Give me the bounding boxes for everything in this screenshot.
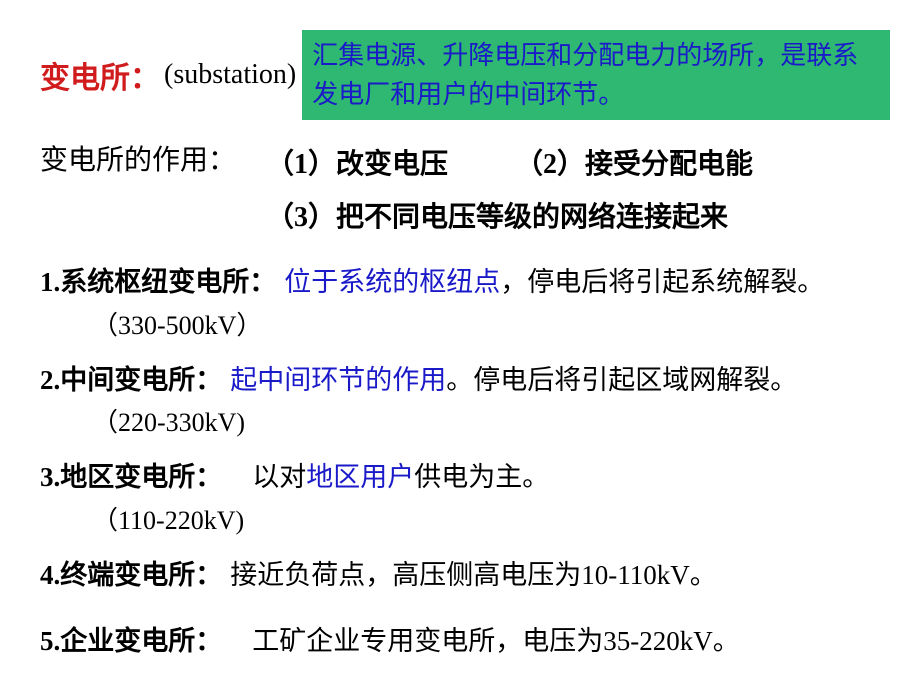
type-2-post: 。停电后将引起区域网解裂。 [446, 365, 797, 395]
type-1-row: 1. 系统枢纽变电所： 位于系统的枢纽点，停电后将引起系统解裂。 [40, 262, 900, 303]
type-4-desc: 接近负荷点，高压侧高电压为10-110kV。 [230, 555, 717, 596]
type-3-blue: 地区用户 [306, 462, 414, 492]
type-2-voltage: （220-330kV) [92, 402, 900, 439]
type-1-desc: 位于系统的枢纽点，停电后将引起系统解裂。 [284, 262, 824, 303]
type-1-blue: 位于系统的枢纽点 [284, 267, 500, 297]
functions-label: 变电所的作用： [40, 138, 236, 178]
type-2-num: 2. [40, 360, 60, 401]
type-3-voltage: （110-220kV) [92, 500, 900, 537]
type-5-name: 企业变电所： [60, 621, 222, 662]
type-4-name: 终端变电所： [60, 555, 222, 596]
function-item-2: （2）接受分配电能 [515, 149, 753, 180]
function-item-3: （3）把不同电压等级的网络连接起来 [266, 202, 728, 233]
type-3-name: 地区变电所： [60, 457, 222, 498]
title-row: 变电所 ： (substation) 汇集电源、升降电压和分配电力的场所，是联系… [40, 30, 900, 120]
type-4-block: 4. 终端变电所： 接近负荷点，高压侧高电压为10-110kV。 [40, 555, 900, 596]
type-4-num: 4. [40, 555, 60, 596]
type-2-desc: 起中间环节的作用。停电后将引起区域网解裂。 [230, 360, 797, 401]
type-2-row: 2. 中间变电所： 起中间环节的作用。停电后将引起区域网解裂。 [40, 360, 900, 401]
term-translit: (substation) [164, 59, 296, 91]
type-2-block: 2. 中间变电所： 起中间环节的作用。停电后将引起区域网解裂。 （220-330… [40, 360, 900, 440]
type-1-block: 1. 系统枢纽变电所： 位于系统的枢纽点，停电后将引起系统解裂。 （330-50… [40, 262, 900, 342]
term-text: 变电所 [40, 53, 130, 97]
slide-content: 变电所 ： (substation) 汇集电源、升降电压和分配电力的场所，是联系… [0, 0, 920, 692]
type-4-row: 4. 终端变电所： 接近负荷点，高压侧高电压为10-110kV。 [40, 555, 900, 596]
functions-items: （1）改变电压 （2）接受分配电能 （3）把不同电压等级的网络连接起来 [266, 138, 753, 244]
type-3-desc: 以对地区用户供电为主。 [252, 457, 549, 498]
type-5-block: 5. 企业变电所： 工矿企业专用变电所，电压为35-220kV。 [40, 621, 900, 662]
type-2-name: 中间变电所： [60, 360, 222, 401]
type-2-blue: 起中间环节的作用 [230, 365, 446, 395]
type-1-post: ，停电后将引起系统解裂。 [500, 267, 824, 297]
type-3-pre: 以对 [252, 462, 306, 492]
type-5-num: 5. [40, 621, 60, 662]
functions-row: 变电所的作用： （1）改变电压 （2）接受分配电能 （3）把不同电压等级的网络连… [40, 138, 900, 244]
type-3-row: 3. 地区变电所： 以对地区用户供电为主。 [40, 457, 900, 498]
definition-box: 汇集电源、升降电压和分配电力的场所，是联系发电厂和用户的中间环节。 [302, 30, 890, 120]
type-3-post: 供电为主。 [414, 462, 549, 492]
type-1-num: 1. [40, 262, 60, 303]
type-1-name: 系统枢纽变电所： [60, 262, 276, 303]
type-5-desc: 工矿企业专用变电所，电压为35-220kV。 [252, 621, 740, 662]
type-3-num: 3. [40, 457, 60, 498]
title-left: 变电所 ： (substation) [40, 30, 302, 120]
term-colon: ： [130, 53, 160, 97]
type-3-block: 3. 地区变电所： 以对地区用户供电为主。 （110-220kV) [40, 457, 900, 537]
function-item-1: （1）改变电压 [266, 149, 448, 180]
type-1-voltage: （330-500kV） [92, 305, 900, 342]
type-5-row: 5. 企业变电所： 工矿企业专用变电所，电压为35-220kV。 [40, 621, 900, 662]
